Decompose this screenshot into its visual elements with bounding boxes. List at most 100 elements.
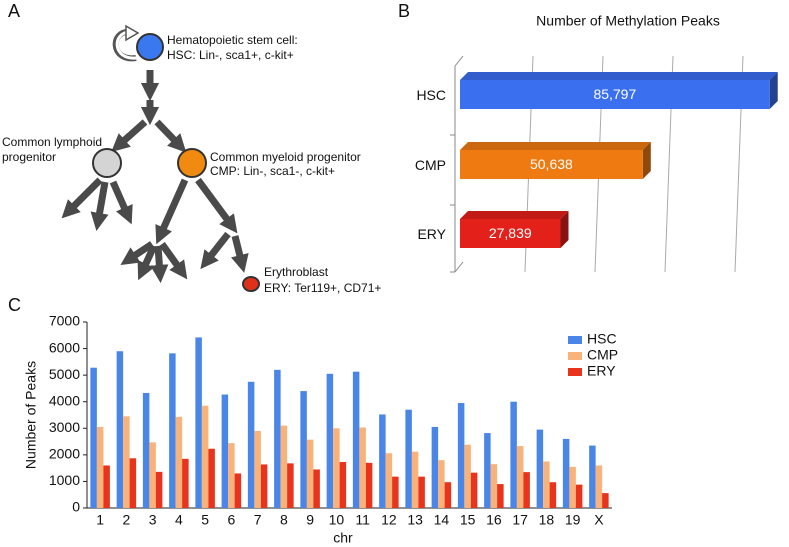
bar	[352, 371, 360, 508]
bar	[333, 428, 340, 508]
bar	[103, 465, 110, 508]
y-tick-label: 2000	[49, 446, 80, 462]
x-tick-label: 7	[254, 512, 262, 528]
bar	[359, 427, 366, 508]
bar	[460, 142, 651, 179]
bar	[175, 416, 183, 508]
bar	[562, 438, 570, 508]
x-tick-label: 15	[460, 512, 476, 528]
y-tick-label: 0	[72, 499, 80, 515]
bar	[536, 429, 544, 508]
bar	[221, 394, 229, 508]
y-tick-label: 6000	[49, 339, 80, 355]
bar	[464, 444, 471, 508]
bar	[543, 461, 550, 508]
x-axis-title: chr	[333, 530, 353, 546]
bar	[149, 442, 156, 508]
bar	[523, 472, 530, 508]
legend-label: HSC	[587, 331, 617, 347]
x-tick-label: 4	[175, 512, 183, 528]
data-label: 27,839	[489, 225, 532, 241]
bar	[116, 351, 124, 508]
bar	[169, 353, 176, 508]
bar	[484, 433, 491, 508]
bar	[300, 391, 307, 508]
legend-label: CMP	[587, 347, 618, 363]
x-tick-label: X	[594, 512, 604, 528]
bar	[497, 484, 504, 508]
bar	[142, 392, 150, 508]
bar	[129, 458, 137, 508]
bar	[90, 367, 97, 508]
bar	[280, 425, 288, 508]
x-tick-label: 8	[280, 512, 288, 528]
data-label: 85,797	[593, 86, 636, 102]
x-tick-label: 19	[565, 512, 581, 528]
bar	[228, 443, 235, 508]
x-tick-label: 13	[407, 512, 423, 528]
bar	[418, 476, 425, 508]
bar	[313, 469, 320, 508]
bar	[379, 414, 386, 508]
x-tick-label: 11	[355, 512, 370, 528]
bar	[385, 453, 393, 508]
x-tick-label: 14	[434, 512, 450, 528]
node-label: Common myeloid progenitor	[210, 150, 361, 164]
x-tick-label: 16	[486, 512, 502, 528]
panel-label: A	[8, 1, 20, 21]
bar	[234, 473, 242, 508]
bar	[549, 482, 557, 508]
bar	[431, 426, 439, 508]
bar	[470, 472, 478, 508]
bar	[155, 471, 163, 508]
bar	[96, 426, 104, 508]
x-tick-label: 2	[122, 512, 130, 528]
bar	[444, 482, 452, 508]
bar	[254, 430, 261, 508]
node-label: CMP: Lin-, sca1-, c-kit+	[210, 164, 335, 178]
x-tick-label: 17	[512, 512, 528, 528]
bar	[123, 416, 130, 508]
bar	[405, 409, 412, 508]
panel-label: C	[8, 295, 21, 315]
y-tick-label: ERY	[417, 226, 446, 242]
node-label: HSC: Lin-, sca1+, c-kit+	[167, 48, 294, 62]
y-tick-label: 7000	[49, 313, 80, 329]
bar	[438, 460, 445, 508]
node-label: Erythroblast	[264, 265, 329, 279]
bar	[516, 446, 524, 508]
bar	[201, 405, 209, 508]
x-tick-label: 9	[306, 512, 314, 528]
bar	[589, 445, 596, 508]
bar	[326, 373, 334, 508]
bar	[510, 401, 517, 508]
bar	[460, 72, 778, 109]
x-tick-label: 6	[227, 512, 235, 528]
bar	[274, 369, 281, 508]
lineage-diagram	[61, 24, 260, 292]
bar	[287, 463, 294, 508]
y-tick-label: 5000	[49, 366, 80, 382]
bar	[602, 493, 609, 508]
bar	[365, 462, 373, 508]
legend-swatch	[568, 368, 582, 376]
node-label: ERY: Ter119+, CD71+	[264, 281, 381, 295]
bar	[195, 337, 202, 508]
bar	[306, 439, 314, 508]
bar	[595, 465, 603, 508]
bar	[247, 381, 255, 508]
y-tick-label: 3000	[49, 419, 80, 435]
x-tick-label: 3	[149, 512, 157, 528]
bar	[411, 451, 419, 508]
chart-title: Number of Methylation Peaks	[536, 13, 720, 29]
y-tick-label: HSC	[416, 87, 446, 103]
panel-label: B	[398, 1, 410, 21]
y-axis-title: Number of Peaks	[23, 361, 39, 469]
bar	[460, 211, 569, 248]
node-label: Hematopoietic stem cell:	[167, 33, 298, 47]
x-tick-label: 10	[329, 512, 345, 528]
legend-swatch	[568, 352, 582, 360]
bar	[569, 466, 576, 508]
y-tick-label: CMP	[415, 157, 446, 173]
